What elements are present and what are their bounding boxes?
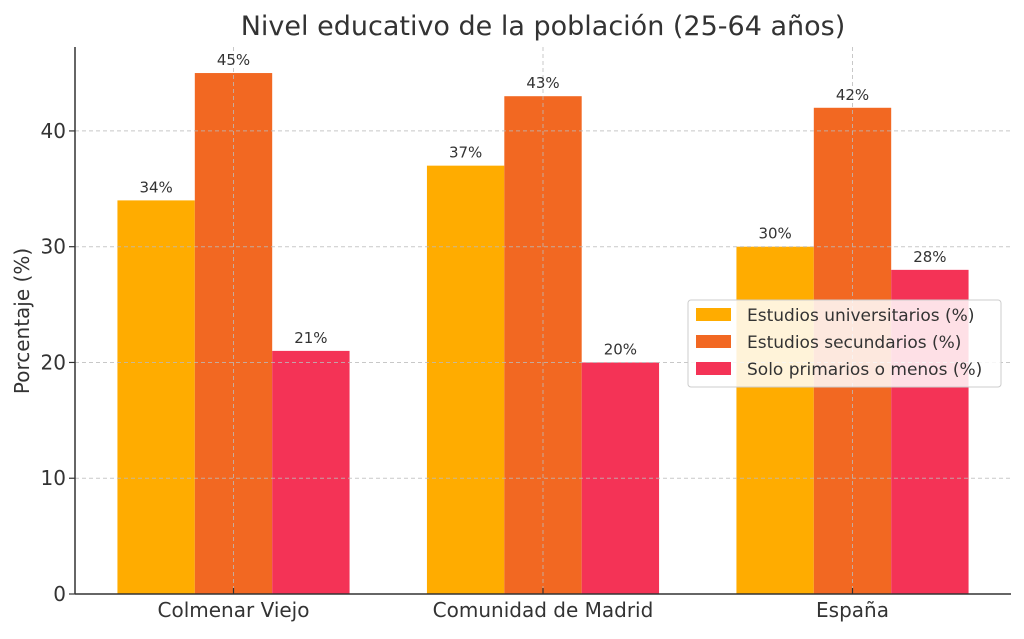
y-tick-label: 30: [41, 235, 66, 259]
legend-swatch-0: [696, 308, 731, 321]
y-tick-label: 10: [41, 466, 66, 490]
legend-label-2: Solo primarios o menos (%): [747, 360, 982, 380]
bar-2-0: [272, 350, 350, 594]
y-axis-label: Porcentaje (%): [10, 248, 34, 394]
legend-swatch-1: [696, 335, 731, 348]
legend-label-0: Estudios universitarios (%): [747, 306, 974, 326]
x-tick-label: España: [816, 598, 889, 622]
chart-title: Nivel educativo de la población (25-64 a…: [241, 11, 846, 42]
data-label-0-2: 30%: [758, 225, 791, 243]
data-label-2-0: 21%: [294, 329, 327, 347]
legend: Estudios universitarios (%) Estudios secu…: [687, 299, 1002, 388]
bar-0-1: [426, 165, 505, 594]
bar-0-0: [117, 200, 195, 594]
bar-1-0: [194, 73, 273, 595]
data-label-1-1: 43%: [526, 74, 559, 92]
data-label-1-0: 45%: [217, 51, 250, 69]
data-label-0-1: 37%: [449, 144, 482, 162]
y-tick-label: 0: [53, 582, 66, 606]
data-label-2-1: 20%: [604, 340, 637, 358]
data-label-2-2: 28%: [913, 248, 946, 266]
legend-label-1: Estudios secundarios (%): [747, 333, 961, 353]
data-label-1-2: 42%: [836, 86, 869, 104]
x-tick-label: Comunidad de Madrid: [433, 598, 654, 622]
x-tick-label: Colmenar Viejo: [158, 598, 310, 622]
bar-0-2: [736, 246, 814, 594]
data-label-0-0: 34%: [139, 178, 172, 196]
y-tick-label: 40: [41, 119, 66, 143]
legend-swatch-2: [696, 362, 731, 375]
legend-frame: [687, 299, 1002, 388]
y-tick-label: 20: [41, 350, 66, 374]
